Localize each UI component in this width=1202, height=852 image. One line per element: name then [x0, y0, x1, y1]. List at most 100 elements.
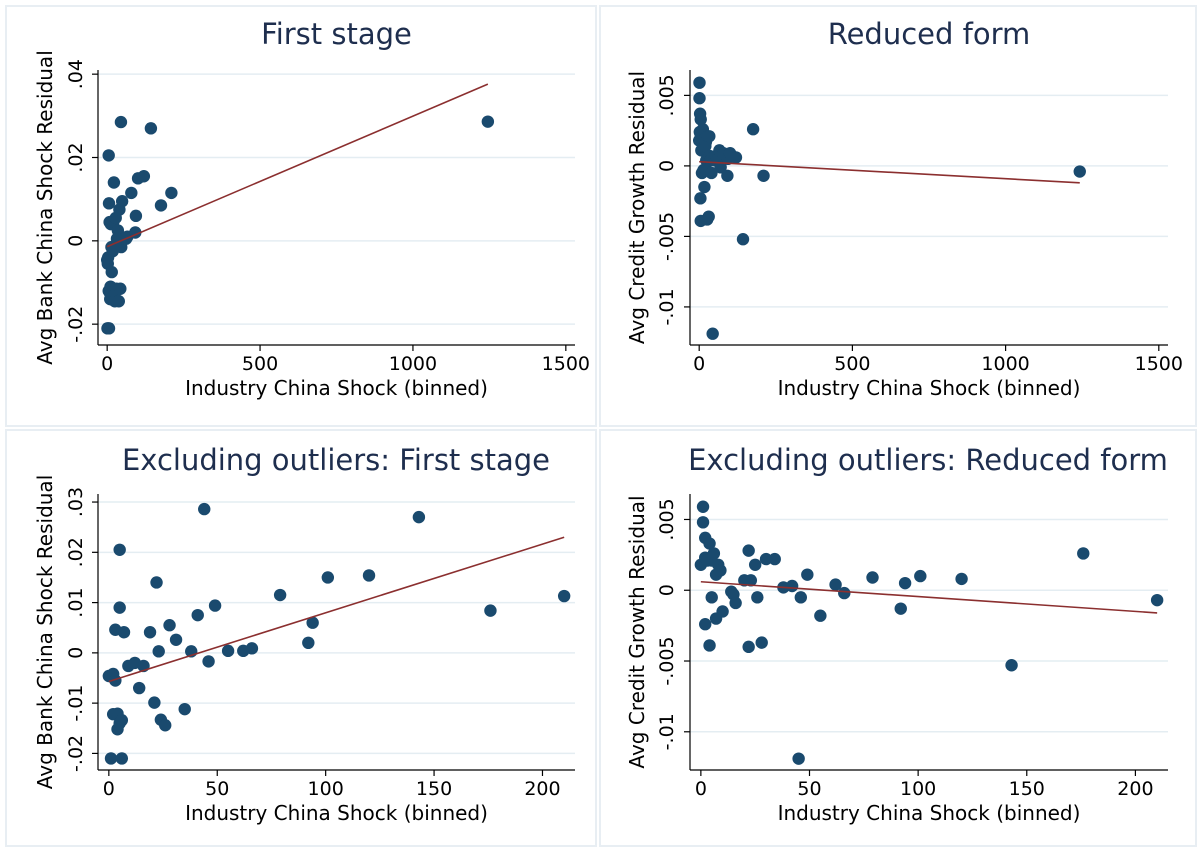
- data-point-39: [321, 571, 335, 584]
- data-point-34: [801, 568, 814, 581]
- data-point-22: [742, 544, 755, 557]
- x-axis-label: Industry China Shock (binned): [778, 376, 1081, 400]
- data-point-24: [702, 210, 715, 223]
- y-tick-label-0_01: .01: [65, 587, 87, 617]
- data-point-6: [102, 149, 115, 162]
- data-point-7: [102, 197, 116, 210]
- data-point-26: [751, 591, 764, 604]
- data-point-31: [785, 579, 799, 593]
- data-point-37: [302, 636, 315, 650]
- x-tick-label-100: 100: [900, 778, 936, 800]
- data-point-2: [104, 752, 118, 765]
- chart-title: Reduced form: [828, 17, 1031, 51]
- x-tick-label-1500: 1500: [542, 353, 590, 375]
- data-point-22: [152, 645, 165, 658]
- data-point-35: [245, 642, 259, 655]
- data-point-17: [132, 681, 146, 695]
- data-point-37: [838, 586, 851, 600]
- data-point-10: [705, 591, 718, 604]
- data-point-10: [113, 543, 126, 557]
- x-tick-label-200: 200: [524, 778, 560, 800]
- data-point-44: [1077, 547, 1090, 560]
- data-point-8: [102, 322, 116, 335]
- data-point-3: [696, 516, 710, 529]
- data-point-25: [748, 558, 762, 571]
- chart-panel-3: 0 50 100 150 200 -.02 -.01 0 .01 .02 .03 Excluding …: [5, 429, 597, 847]
- data-point-11: [113, 601, 126, 614]
- data-point-38: [866, 571, 879, 584]
- data-point-28: [759, 552, 773, 566]
- data-point-33: [221, 644, 235, 658]
- x-tick-label-50: 50: [205, 778, 229, 800]
- data-point-20: [148, 696, 161, 709]
- data-point-20: [729, 596, 742, 610]
- data-point-12: [707, 547, 721, 560]
- y-tick-label--0_01: -.01: [65, 685, 87, 722]
- data-point-38: [137, 170, 151, 183]
- data-point-27: [178, 702, 191, 716]
- data-point-24: [159, 719, 172, 732]
- y-tick-label-0: 0: [65, 235, 87, 247]
- y-tick-label-0_04: .04: [65, 59, 87, 89]
- chart-title: Excluding outliers: Reduced form: [688, 443, 1168, 477]
- y-tick-label--0_005: -.005: [656, 636, 678, 685]
- data-point-41: [412, 510, 426, 524]
- data-point-32: [208, 599, 222, 612]
- fitted-line: [108, 536, 565, 683]
- fitted-line: [699, 160, 1080, 184]
- data-point-25: [703, 130, 716, 143]
- data-point-32: [792, 752, 805, 765]
- x-tick-label-150: 150: [416, 778, 452, 800]
- panel-background: [5, 429, 597, 847]
- data-point-43: [557, 589, 571, 603]
- x-tick-label-0: 0: [693, 353, 705, 375]
- x-tick-label-1000: 1000: [981, 353, 1029, 375]
- x-tick-label-0: 0: [101, 353, 113, 375]
- chart-panel-2: 0 500 1000 1500 -.01 -.005 0 .005 Reduced form In…: [599, 5, 1197, 427]
- chart-panel-4: 0 50 100 150 200 -.01 -.005 0 .005 Excluding outl…: [599, 429, 1197, 847]
- data-point-42: [955, 572, 968, 586]
- y-tick-label-0: 0: [656, 160, 678, 172]
- y-tick-label-0_005: .005: [656, 74, 678, 116]
- data-point-42: [484, 604, 497, 617]
- data-point-18: [107, 176, 121, 189]
- data-point-39: [894, 602, 907, 615]
- data-point-19: [143, 626, 157, 639]
- y-axis-label: Avg Bank China Shock Residual: [33, 50, 57, 364]
- x-tick-label-0: 0: [103, 778, 115, 800]
- y-tick-label-0_02: .02: [65, 142, 87, 172]
- data-point-41: [914, 569, 927, 583]
- fitted-line: [106, 83, 489, 248]
- y-tick-label-0_03: .03: [65, 487, 87, 517]
- y-axis-label: Avg Credit Growth Residual: [625, 71, 649, 344]
- data-point-8: [703, 537, 716, 550]
- y-axis-label: Avg Bank China Shock Residual: [33, 475, 57, 789]
- panel-background: [599, 429, 1197, 847]
- data-point-43: [1005, 659, 1018, 672]
- data-point-39: [144, 122, 158, 135]
- data-point-25: [112, 295, 125, 308]
- data-point-14: [117, 626, 131, 639]
- y-tick-label--0_01: -.01: [656, 288, 678, 325]
- data-point-28: [705, 166, 718, 180]
- data-point-30: [115, 195, 129, 208]
- chart-title: First stage: [261, 17, 412, 51]
- x-axis-label: Industry China Shock (binned): [185, 801, 488, 825]
- data-point-38: [306, 616, 319, 629]
- data-point-9: [703, 639, 716, 652]
- y-tick-label--0_005: -.005: [656, 212, 678, 261]
- data-point-24: [744, 574, 758, 587]
- data-point-40: [729, 151, 743, 164]
- data-point-27: [755, 636, 768, 649]
- fitted-line: [700, 580, 1158, 614]
- data-point-2: [693, 76, 706, 89]
- data-point-17: [716, 605, 729, 618]
- data-point-23: [742, 640, 755, 654]
- data-point-29: [191, 608, 204, 622]
- data-point-6: [109, 674, 122, 687]
- data-point-41: [736, 233, 750, 246]
- x-axis-label: Industry China Shock (binned): [778, 801, 1081, 825]
- data-point-8: [694, 113, 707, 126]
- y-axis-label: Avg Credit Growth Residual: [625, 495, 649, 768]
- data-point-12: [115, 752, 129, 765]
